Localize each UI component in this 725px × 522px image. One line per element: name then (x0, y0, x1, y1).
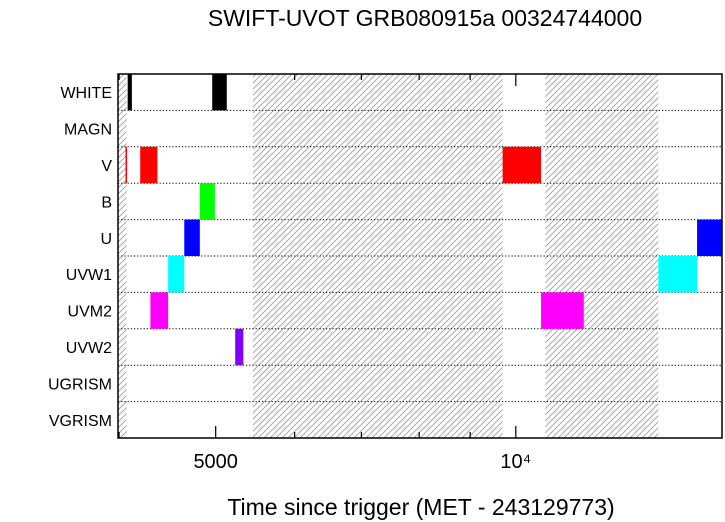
filter-label-uvw1: UVW1 (66, 267, 112, 284)
chart-title: SWIFT-UVOT GRB080915a 00324744000 (208, 5, 642, 31)
filter-label-uvm2: UVM2 (68, 304, 113, 321)
exposure-bar-v (140, 146, 158, 184)
row-gridlines (118, 109, 722, 403)
exposure-bar-u (697, 219, 722, 256)
exposure-bar-white (127, 74, 132, 111)
exposure-bar-b (199, 183, 215, 220)
exposure-bar-uvm2 (150, 292, 169, 329)
x-axis-label: Time since trigger (MET - 243129773) (227, 494, 614, 520)
exposure-bars (125, 74, 722, 366)
filter-label-u: U (100, 231, 112, 248)
exposure-bar-v (125, 146, 128, 184)
exposure-bar-v (502, 146, 542, 184)
exposure-bar-u (184, 219, 200, 256)
x-tick-label: 5000 (193, 451, 238, 473)
filter-label-vgrism: VGRISM (49, 413, 112, 430)
exposure-bar-uvw2 (235, 328, 244, 366)
plot-frame (117, 73, 723, 439)
filter-label-b: B (101, 194, 112, 211)
exposure-bar-uvw1 (658, 256, 698, 293)
filter-label-ugrism: UGRISM (48, 376, 112, 393)
x-axis-ticks: 5000 10⁴ (118, 74, 531, 473)
exposure-bar-uvw1 (168, 256, 185, 293)
filter-labels: WHITE MAGN V B U UVW1 UVM2 UVW2 UGRISM VGRISM (48, 85, 112, 430)
exposure-bar-white (212, 74, 227, 111)
x-tick-label: 10⁴ (500, 451, 531, 473)
exposure-bar-uvm2 (541, 292, 584, 329)
filter-label-v: V (101, 158, 112, 175)
filter-label-white: WHITE (60, 85, 112, 102)
filter-label-magn: MAGN (64, 122, 112, 139)
filter-label-uvw2: UVW2 (66, 340, 112, 357)
